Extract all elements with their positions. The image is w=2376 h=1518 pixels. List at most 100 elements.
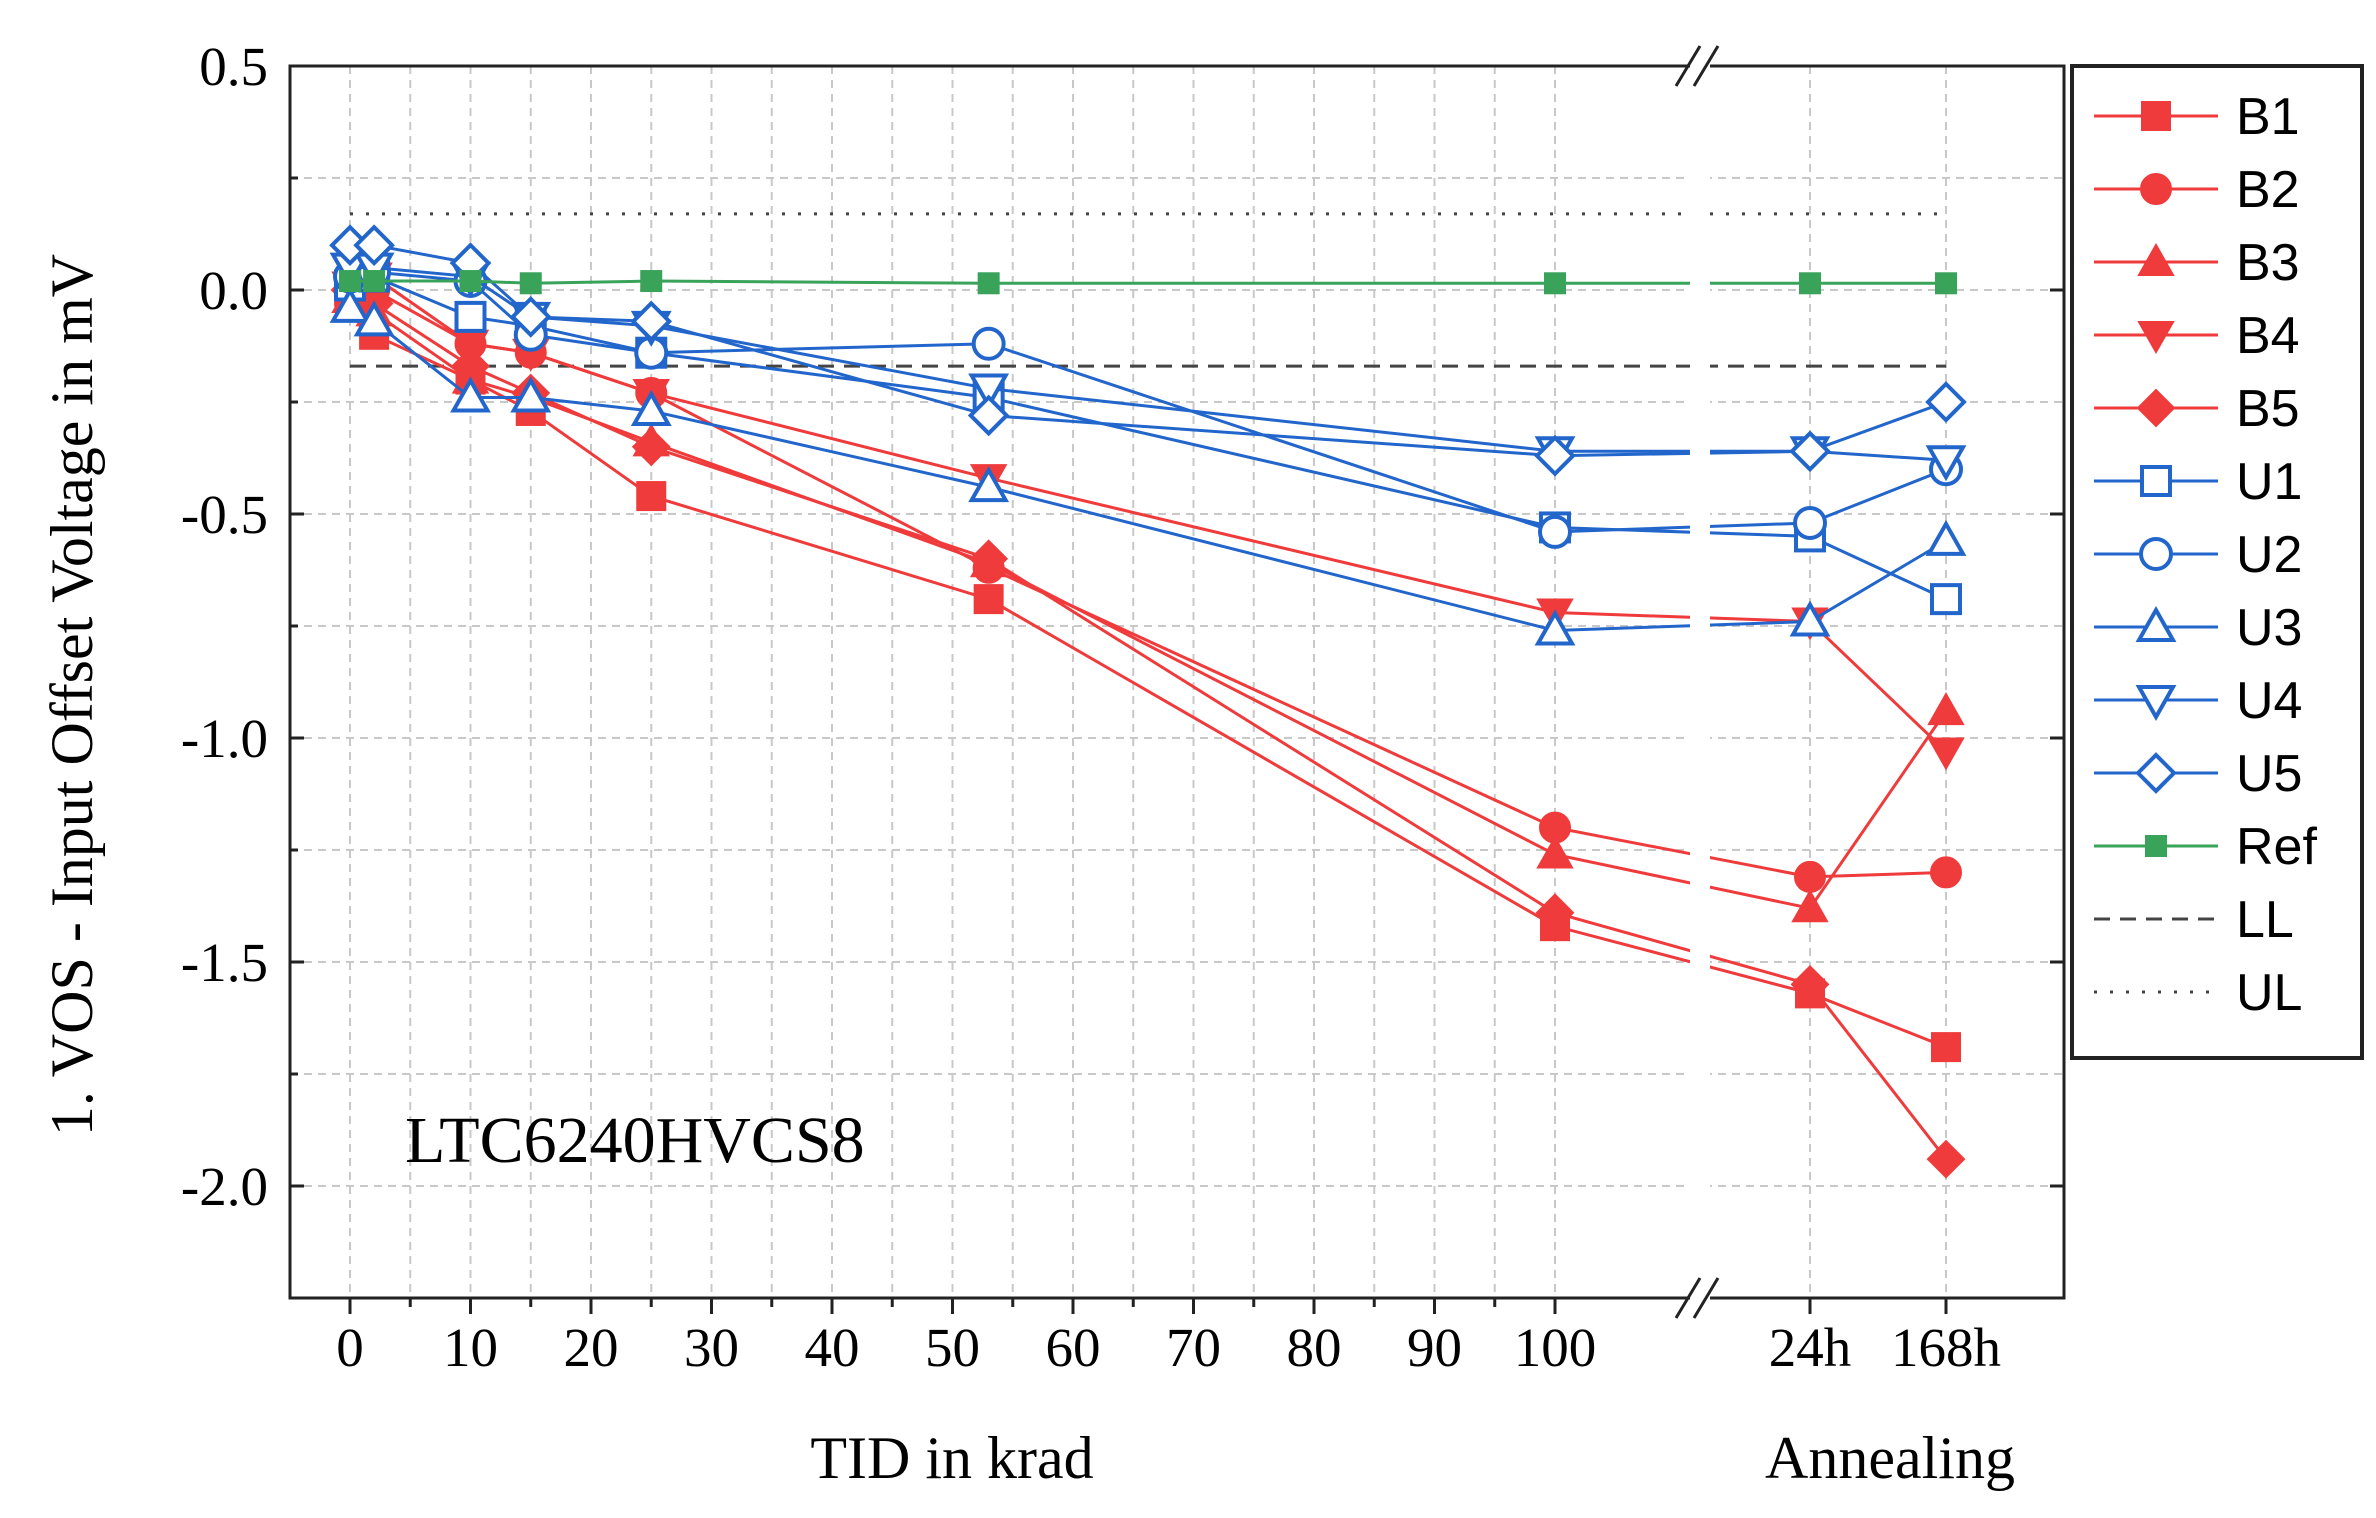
data-point-u2: [971, 326, 1006, 361]
x-tick-label: 70: [1166, 1317, 1221, 1378]
data-point-b2: [1794, 860, 1826, 893]
legend-marker: [2140, 173, 2172, 205]
series-b5: [330, 270, 1966, 1179]
axis-break-mark-bottom: [1674, 1277, 1702, 1319]
y-axis-title: 1. VOS - Input Offset Voltage in mV: [39, 254, 105, 1136]
x-tick-label: 40: [805, 1317, 860, 1378]
data-point-u1: [454, 300, 487, 333]
x-tick-label: 60: [1046, 1317, 1101, 1378]
legend-marker: [2137, 242, 2175, 276]
series-b1: [335, 275, 1961, 1063]
data-point-b4: [1927, 737, 1965, 771]
legend-item-b5: B5: [2094, 380, 2300, 438]
grid: [290, 65, 2064, 1299]
series-ref: [339, 270, 1957, 295]
data-point-u3: [968, 466, 1010, 503]
data-point-u5: [1534, 434, 1576, 477]
data-point-b5: [1535, 893, 1575, 933]
legend-item-ref: Ref: [2094, 818, 2317, 876]
x-tick-label: 50: [925, 1317, 980, 1378]
legend-item-u2: U2: [2094, 526, 2302, 584]
legend-item-u5: U5: [2094, 745, 2302, 803]
data-point-ref: [339, 270, 361, 293]
legend-box: [2070, 64, 2364, 1060]
legend-label: UL: [2236, 964, 2302, 1022]
data-point-u2: [1793, 505, 1827, 540]
data-point-u5: [630, 300, 673, 343]
data-point-b3: [1536, 835, 1574, 869]
data-point-u3: [1925, 519, 1967, 556]
data-point-b1: [636, 481, 667, 512]
data-point-ref: [1544, 272, 1566, 295]
y-tick-label: -2.0: [181, 1156, 268, 1217]
series-u5: [329, 224, 1967, 477]
legend-item-ul: UL: [2094, 964, 2302, 1022]
legend-label: B3: [2236, 234, 2300, 292]
legend-item-u3: U3: [2094, 599, 2302, 657]
legend-marker: [2139, 537, 2173, 571]
axis-break-gap-top: [1690, 62, 1710, 70]
data-point-b5: [1790, 964, 1830, 1004]
legend-label: Ref: [2236, 818, 2317, 876]
x-tick-label: 100: [1514, 1317, 1597, 1378]
data-point-u5: [509, 296, 552, 338]
data-point-u3: [450, 376, 491, 413]
data-point-ref: [459, 270, 482, 293]
y-tick-label: -0.5: [181, 484, 268, 545]
data-point-u5: [353, 224, 395, 267]
legend-marker: [2141, 101, 2171, 131]
x-tick-label: 168h: [1891, 1317, 2001, 1378]
data-point-u3: [630, 389, 672, 426]
x-tick-label: 0: [336, 1317, 364, 1378]
legend-marker: [2135, 605, 2177, 642]
legend-item-u4: U4: [2094, 672, 2302, 730]
axis-break-mark-bottom: [1692, 1277, 1720, 1319]
legend-item-b4: B4: [2094, 307, 2300, 365]
legend-item-b3: B3: [2094, 234, 2300, 292]
data-point-b5: [969, 539, 1009, 579]
y-tick-label: 0.5: [199, 36, 268, 97]
legend-label: LL: [2236, 891, 2294, 949]
legend-label: U5: [2236, 745, 2302, 803]
y-tick-label: -1.5: [181, 932, 268, 993]
axis-break-mark-top: [1692, 45, 1720, 87]
data-point-b5: [1926, 1139, 1966, 1179]
data-point-b3: [1927, 692, 1965, 726]
data-point-u4: [968, 373, 1010, 410]
data-point-u5: [967, 394, 1010, 437]
x-tick-label: 20: [564, 1317, 619, 1378]
x-tick-label: 10: [443, 1317, 498, 1378]
data-point-u3: [329, 286, 371, 323]
axis-break-gap-bottom: [1690, 1294, 1710, 1302]
data-point-u4: [1925, 445, 1967, 482]
legend-label: U3: [2236, 599, 2302, 657]
data-point-u3: [1534, 609, 1576, 646]
y-tick-label: -1.0: [181, 708, 268, 769]
x-tick-label: 90: [1407, 1317, 1462, 1378]
annealing-axis-title: Annealing: [1765, 1425, 2015, 1491]
series-group: [329, 224, 1967, 1179]
axis-break-gap: [1690, 56, 1710, 1308]
legend-marker: [2135, 685, 2177, 722]
data-point-ref: [640, 270, 663, 293]
legend-label: B4: [2236, 307, 2300, 365]
data-point-ref: [1935, 272, 1957, 295]
data-point-ref: [977, 272, 1000, 295]
legend: B1 B2 B3 B4 B5 U1 U2 U3 U4 U5 Ref LL UL: [2070, 64, 2364, 1060]
plot-border: [288, 64, 2066, 1300]
series-b3: [331, 279, 1965, 923]
data-point-ref: [363, 270, 386, 293]
legend-marker: [2137, 321, 2175, 355]
x-axis-title: TID in krad: [810, 1425, 1093, 1491]
legend-label: U2: [2236, 526, 2302, 584]
data-point-b2: [1930, 856, 1962, 889]
y-tick-label: 0.0: [199, 260, 268, 321]
legend-label: B2: [2236, 161, 2300, 219]
plot-frame: [288, 45, 2066, 1319]
axis-break-mark-top: [1674, 45, 1702, 87]
x-tick-label: 30: [684, 1317, 739, 1378]
legend-item-b2: B2: [2094, 161, 2300, 219]
limit-lines: [350, 212, 1946, 368]
legend-marker: [2136, 388, 2176, 428]
legend-label: U1: [2236, 453, 2302, 511]
